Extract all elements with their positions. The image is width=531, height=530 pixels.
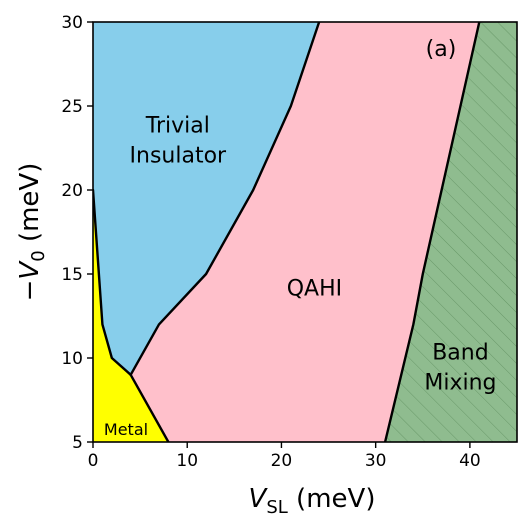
y-axis-label-unit: (meV): [15, 163, 45, 251]
region-label-line: Insulator: [130, 144, 228, 169]
region-label-line: QAHI: [287, 276, 342, 301]
y-tick-label: 20: [61, 181, 83, 201]
y-tick-label: 30: [61, 13, 83, 33]
region-labels-layer: Trivial Insulator QAHI Band Mixing Metal: [104, 114, 497, 440]
x-axis-label-var: V: [249, 484, 269, 514]
y-tick-label: 5: [72, 433, 83, 453]
x-tick-label: 20: [271, 451, 293, 471]
x-tick-label: 40: [459, 451, 481, 471]
region-label-metal: Metal: [104, 420, 148, 439]
region-label-line: Band: [432, 340, 488, 365]
y-axis-label-sub: 0: [28, 250, 49, 261]
region-label-line: Metal: [104, 420, 148, 439]
plot-frame: [92, 21, 518, 443]
y-axis-label-sign: −: [15, 280, 45, 302]
region-label-trivial-insulator: Trivial Insulator: [130, 114, 228, 169]
phase-boundary-2: [129, 22, 321, 376]
regions-layer: [93, 22, 517, 442]
region-label-band-mixing: Band Mixing: [424, 340, 496, 395]
panel-label: (a): [426, 37, 457, 62]
x-tick-label: 10: [176, 451, 198, 471]
phase-boundary-1: [93, 188, 132, 376]
y-tick-label: 25: [61, 97, 83, 117]
x-axis-label-sub: SL: [266, 497, 287, 518]
x-tick-label: 0: [88, 451, 99, 471]
y-tick-label: 15: [61, 265, 83, 285]
ticks-layer: 0 10 20 30 40 5 10 15 20 25 30: [61, 13, 480, 471]
region-label-line: Trivial: [145, 114, 210, 139]
y-axis-label-var: V: [15, 260, 45, 280]
phase-boundary-3: [129, 373, 170, 442]
x-tick-label: 30: [365, 451, 387, 471]
phase-boundary-4: [383, 22, 481, 442]
region-band-mixing-hatch: [385, 22, 517, 442]
y-tick-label: 10: [61, 349, 83, 369]
x-axis-label: VSL (meV): [249, 484, 376, 518]
boundaries-layer: [93, 22, 481, 442]
x-axis-label-unit: (meV): [288, 484, 376, 514]
region-label-qahi: QAHI: [287, 276, 342, 301]
region-label-line: Mixing: [424, 370, 496, 395]
y-axis-label: −V0 (meV): [15, 163, 49, 302]
